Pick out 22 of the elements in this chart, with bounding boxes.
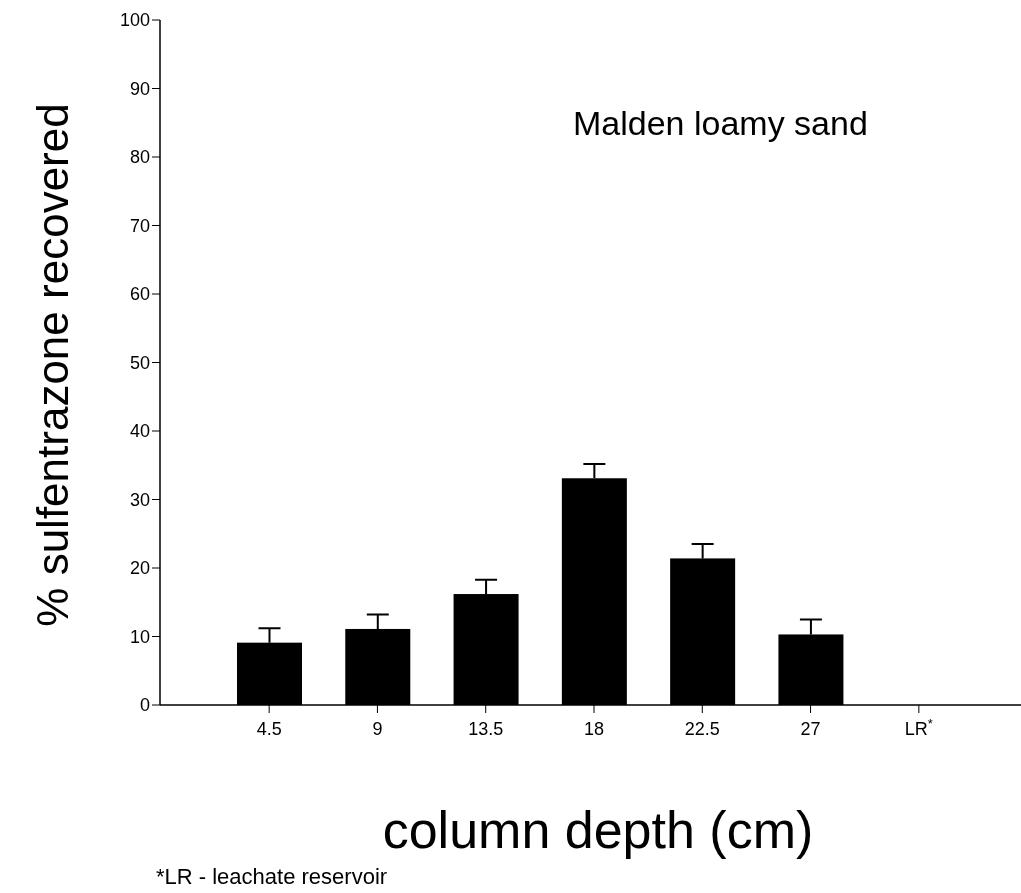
y-tick-label: 40 — [129, 421, 150, 442]
y-axis-title: % sulfentrazone recovered — [28, 103, 78, 627]
y-tick-label: 50 — [129, 352, 150, 373]
x-tick-label: 13.5 — [468, 719, 504, 739]
y-tick-label: 0 — [139, 695, 150, 716]
x-tick-label: 27 — [800, 719, 821, 739]
x-axis-title: column depth (cm) — [382, 800, 814, 860]
x-tick-label: 22.5 — [684, 719, 720, 739]
x-tick-label: 4.5 — [256, 719, 282, 739]
y-tick-label: 90 — [129, 78, 150, 99]
x-tick-label: 18 — [583, 719, 605, 739]
text: *LR - leachate reservoir — [156, 864, 388, 890]
annotation: Malden loamy sand — [573, 104, 868, 143]
y-tick-label: 20 — [129, 558, 150, 579]
y-tick-label: 60 — [129, 284, 150, 305]
x-tick-label: 9 — [372, 719, 383, 739]
y-tick-label: 80 — [129, 147, 150, 168]
x-tick-label: LR$^{*}$ — [904, 715, 933, 739]
y-tick-label: 10 — [129, 626, 150, 647]
y-tick-label: 100 — [119, 10, 150, 31]
y-tick-label: 70 — [129, 215, 150, 236]
y-tick-label: 30 — [129, 489, 150, 510]
